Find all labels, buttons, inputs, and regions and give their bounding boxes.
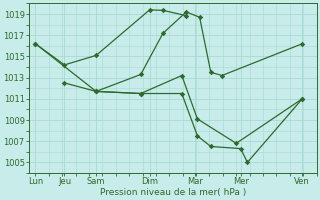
X-axis label: Pression niveau de la mer( hPa ): Pression niveau de la mer( hPa ) [100,188,246,197]
